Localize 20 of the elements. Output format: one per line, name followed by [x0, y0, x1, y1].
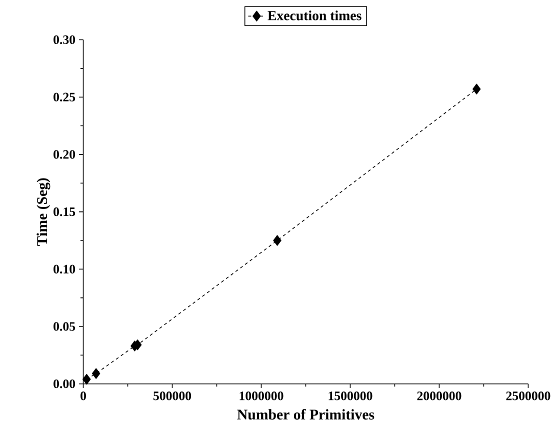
x-tick-label: 0 [80, 391, 86, 400]
x-tick-label: 500000 [153, 391, 192, 400]
x-tick-label: 1500000 [328, 391, 372, 400]
y-tick-label: 0.10 [54, 264, 76, 274]
point [472, 84, 481, 94]
legend-label: Execution times [268, 10, 362, 20]
y-tick-label: 0.30 [54, 35, 76, 44]
x-tick-label: 2500000 [506, 391, 550, 400]
point [92, 368, 100, 379]
y-tick-label: 0.20 [54, 150, 76, 159]
point [273, 234, 282, 246]
y-tick-label: 0.25 [54, 92, 76, 102]
x-axis-title: Number of Primitives [237, 408, 374, 420]
x-tick-label: 1000000 [240, 391, 284, 400]
y-tick-label: 0.00 [54, 379, 76, 388]
y-tick-label: 0.15 [54, 207, 76, 216]
y-tick-label: 0.05 [54, 322, 76, 331]
point [82, 374, 91, 384]
y-axis-title: Time (Seg) [36, 178, 50, 246]
x-tick-label: 2000000 [417, 391, 462, 400]
